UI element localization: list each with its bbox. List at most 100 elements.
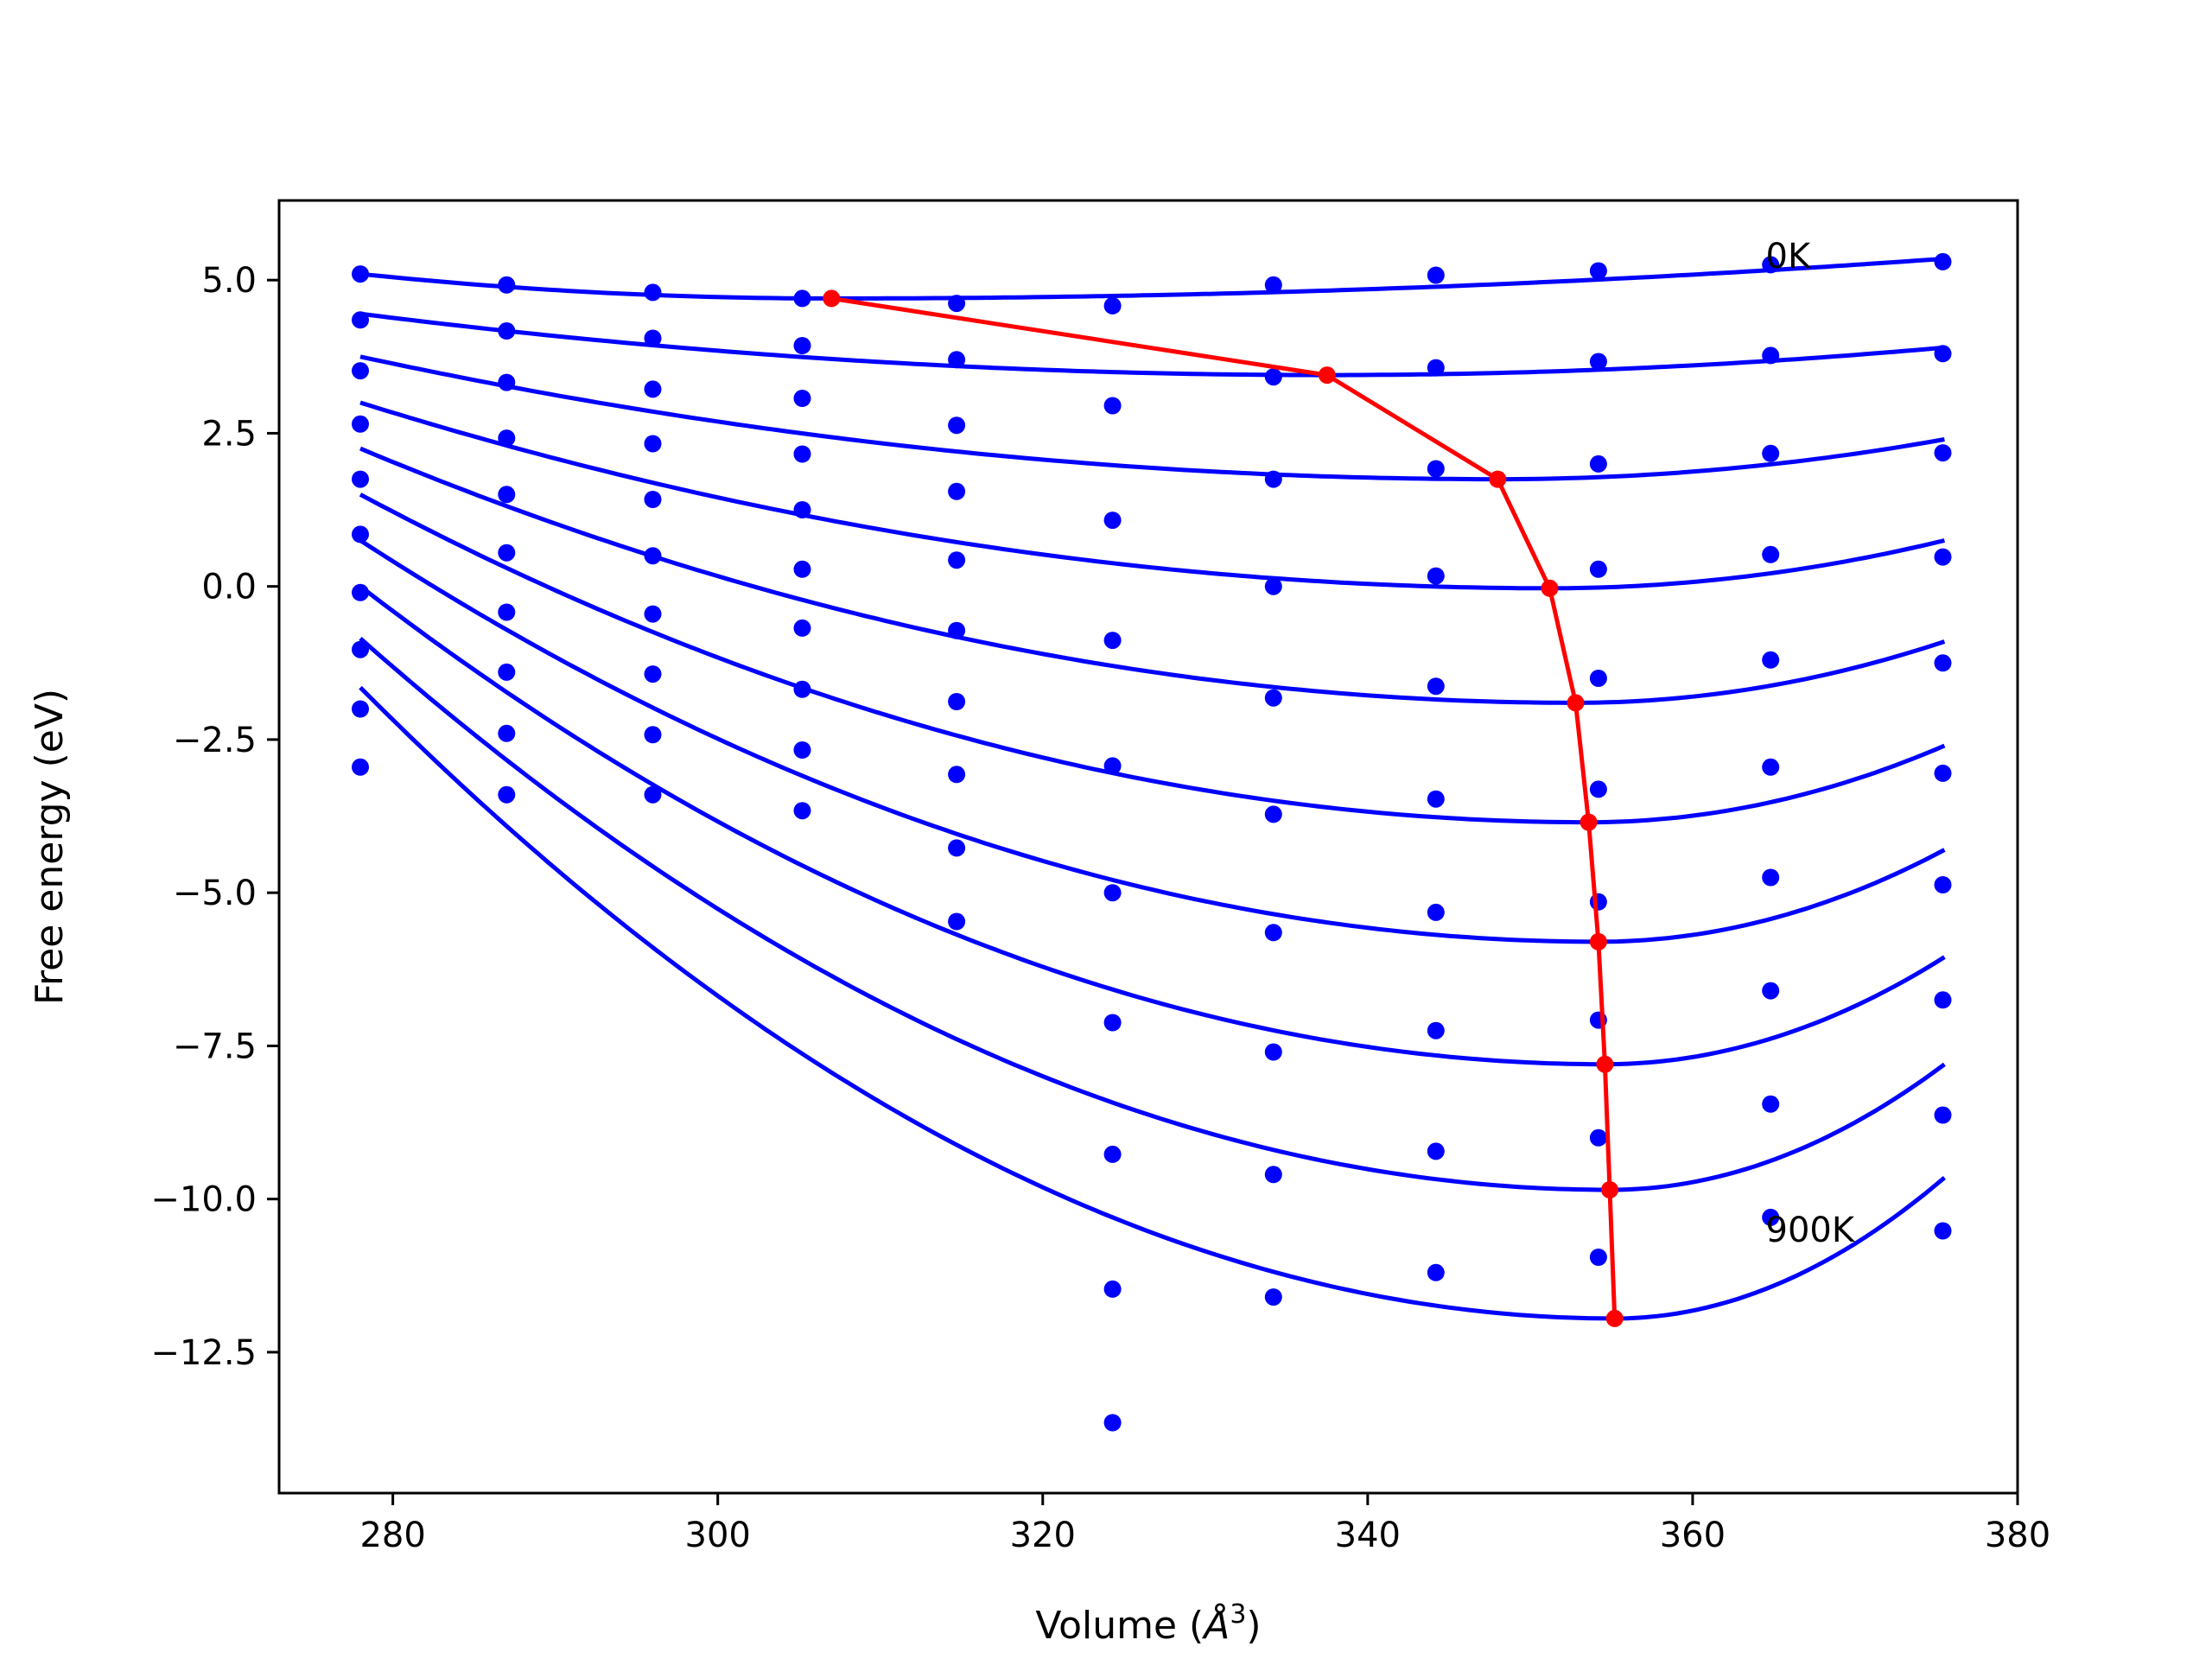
data-point <box>1589 454 1607 473</box>
data-point <box>498 663 516 681</box>
data-point <box>1103 1145 1122 1163</box>
data-point <box>1934 444 1952 462</box>
fit-curve-3 <box>359 400 1945 591</box>
data-point <box>1264 276 1282 294</box>
data-point <box>793 337 811 354</box>
data-point <box>644 491 662 508</box>
data-point <box>793 741 811 759</box>
x-axis-label: Volume (Å3) <box>1035 1599 1261 1648</box>
fit-curve-5 <box>359 493 1946 825</box>
data-point <box>1264 1288 1282 1306</box>
data-point <box>1589 1128 1607 1147</box>
data-point <box>352 583 369 601</box>
fit-curve-0 <box>359 256 1945 301</box>
data-point <box>948 621 966 639</box>
data-point <box>793 289 811 308</box>
data-point <box>1589 780 1607 798</box>
data-point <box>498 276 516 294</box>
minimum-point <box>1318 366 1336 385</box>
data-point <box>1762 868 1780 887</box>
minimum-point <box>1601 1181 1618 1198</box>
data-point <box>1762 651 1780 669</box>
data-point <box>498 486 516 504</box>
data-point <box>1264 1043 1282 1061</box>
data-point <box>948 839 966 857</box>
fit-curve-6 <box>359 538 1946 944</box>
data-point <box>1103 512 1122 530</box>
data-point <box>498 429 516 448</box>
data-point <box>352 758 369 776</box>
y-axis-label: Free energy (eV) <box>28 689 72 1005</box>
data-point <box>793 619 811 637</box>
data-point <box>1934 1222 1952 1240</box>
data-point <box>352 311 369 329</box>
fit-curve-8 <box>359 637 1946 1192</box>
data-point <box>1264 689 1282 707</box>
minima-line <box>830 296 1618 1319</box>
data-point <box>1427 266 1445 284</box>
data-point <box>1427 903 1445 921</box>
data-point <box>352 700 369 718</box>
data-point <box>948 766 966 784</box>
data-point <box>1934 345 1952 363</box>
data-point <box>1762 758 1780 776</box>
data-point <box>1589 670 1607 687</box>
data-point <box>498 322 516 340</box>
y-tick-label: −2.5 <box>173 721 257 760</box>
y-tick-label: −7.5 <box>173 1027 257 1066</box>
data-point <box>1103 1414 1122 1432</box>
data-point <box>1103 757 1122 775</box>
data-point <box>1934 548 1952 566</box>
data-point <box>1589 353 1607 371</box>
minimum-point <box>1567 694 1585 712</box>
minimum-point <box>1580 813 1598 831</box>
fit-curve-9 <box>359 685 1947 1321</box>
data-point <box>644 547 662 565</box>
data-point <box>1589 560 1607 578</box>
data-point <box>1103 884 1122 902</box>
y-tick-label: −12.5 <box>150 1333 257 1373</box>
data-point <box>1264 577 1282 595</box>
data-point <box>1264 470 1282 488</box>
data-point <box>1427 1021 1445 1039</box>
data-point <box>498 724 516 742</box>
data-point <box>1762 982 1780 1000</box>
data-point <box>1264 368 1282 386</box>
data-point <box>793 501 811 518</box>
data-point <box>1427 790 1445 808</box>
data-point <box>644 726 662 744</box>
data-point <box>498 603 516 621</box>
data-point <box>498 543 516 562</box>
data-point <box>1427 1263 1445 1281</box>
data-point <box>1264 924 1282 942</box>
y-tick-label: 2.5 <box>201 414 257 454</box>
y-tick-label: −5.0 <box>173 874 257 913</box>
data-point <box>948 912 966 931</box>
data-point <box>498 785 516 804</box>
data-point <box>1103 397 1122 415</box>
data-point <box>793 445 811 463</box>
data-point <box>352 415 369 433</box>
data-point <box>1103 1014 1122 1032</box>
data-point <box>1934 1106 1952 1124</box>
data-point <box>352 640 369 658</box>
temperature-annotation: 0K <box>1766 237 1812 276</box>
data-point <box>1762 1208 1780 1226</box>
minimum-point <box>1596 1055 1614 1073</box>
data-point <box>1427 567 1445 585</box>
minimum-point <box>1541 579 1559 597</box>
data-point <box>1103 296 1122 315</box>
data-point <box>352 265 369 283</box>
x-tick-label: 360 <box>1660 1516 1726 1555</box>
data-point <box>948 416 966 435</box>
data-point <box>1589 262 1607 280</box>
data-point <box>1427 460 1445 478</box>
data-point <box>1762 1095 1780 1113</box>
data-point <box>644 785 662 804</box>
data-point <box>1103 1280 1122 1298</box>
data-point <box>352 470 369 488</box>
data-point <box>1427 1142 1445 1160</box>
data-point <box>644 435 662 453</box>
data-point <box>1934 876 1952 893</box>
data-point <box>793 390 811 407</box>
